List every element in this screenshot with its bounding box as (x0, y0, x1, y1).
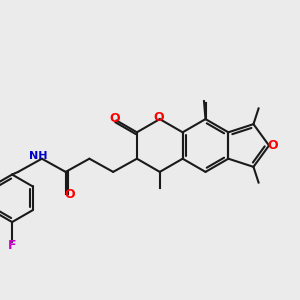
Text: O: O (64, 188, 74, 201)
Text: O: O (153, 111, 164, 124)
Text: O: O (267, 139, 278, 152)
Text: NH: NH (29, 151, 47, 161)
Text: O: O (110, 112, 120, 124)
Text: F: F (8, 239, 16, 252)
